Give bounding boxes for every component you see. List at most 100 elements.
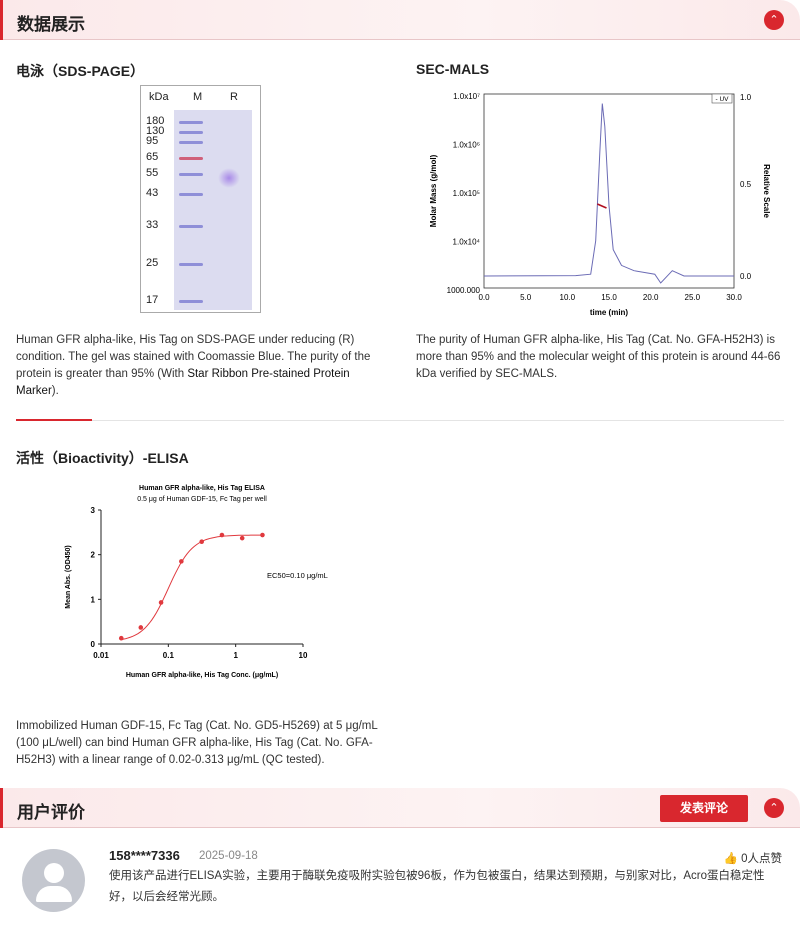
- y-axis-label: Mean Abs. (OD450): [65, 545, 72, 609]
- x-tick-label: 0.1: [163, 651, 175, 660]
- gel-area: [174, 110, 252, 310]
- marker-band: [179, 121, 203, 124]
- x-tick-label: 10: [299, 651, 308, 660]
- review-text: 使用该产品进行ELISA实验，主要用于酶联免疫吸附实验包被96板，作为包被蛋白，…: [109, 870, 765, 903]
- accent-bar: [0, 788, 3, 828]
- y2-tick-label: 0.0: [740, 272, 752, 281]
- y-tick-label: 1.0x10⁴: [453, 238, 481, 247]
- sds-gel-image: kDa M R 180 130 95 65 55 43 33 25 17: [140, 85, 261, 313]
- marker-label: 65: [146, 151, 159, 163]
- marker-label: 130: [146, 125, 165, 137]
- x-tick-label: 10.0: [560, 293, 576, 302]
- ec50-annotation: EC50=0.10 μg/mL: [267, 571, 328, 580]
- like-button[interactable]: 👍 0人点赞: [724, 850, 782, 866]
- uv-trace: [483, 103, 734, 284]
- plot-frame: [483, 93, 735, 289]
- caption-text: ).: [51, 385, 59, 397]
- marker-label: 25: [146, 257, 159, 269]
- like-count: 0人点赞: [741, 853, 782, 865]
- marker-band: [179, 225, 203, 228]
- legend-label: - UV: [716, 96, 730, 103]
- marker-band: [179, 157, 203, 160]
- data-point: [158, 600, 164, 605]
- x-tick-label: 15.0: [601, 293, 617, 302]
- y-axis-label: Molar Mass (g/mol): [429, 154, 438, 227]
- y-tick-label: 1000.000: [447, 286, 481, 295]
- divider-accent: [16, 419, 92, 421]
- review-user: 158****7336: [109, 848, 180, 863]
- y-tick-label: 0: [91, 640, 96, 649]
- sec-caption: The purity of Human GFR alpha-like, His …: [416, 334, 781, 380]
- marker-label: 55: [146, 167, 159, 179]
- section-title: 数据展示: [17, 15, 85, 34]
- marker-band: [179, 263, 203, 266]
- y2-axis-label: Relative Scale: [762, 164, 771, 218]
- data-point: [260, 532, 265, 538]
- marker-band: [179, 141, 203, 144]
- molar-mass-trace: [597, 203, 607, 209]
- avatar-body: [36, 886, 72, 902]
- avatar: [22, 849, 85, 912]
- y2-tick-label: 1.0: [740, 93, 752, 102]
- reviews-title: 用户评价: [17, 803, 85, 822]
- accent-bar: [0, 0, 3, 40]
- y-tick-label: 3: [91, 506, 96, 515]
- elisa-chart: Human GFR alpha-like, His Tag ELISA 0.5 μ…: [65, 485, 328, 679]
- lane-label: R: [230, 91, 238, 103]
- data-point: [199, 539, 204, 545]
- elisa-heading: 活性（Bioactivity）-ELISA: [16, 450, 189, 466]
- chart-subtitle: 0.5 μg of Human GDF-15, Fc Tag per well: [137, 496, 267, 503]
- legend-box: [711, 93, 733, 104]
- x-tick-label: 30.0: [726, 293, 742, 302]
- data-section-header: 数据展示 ⌃: [0, 0, 800, 40]
- marker-label: 17: [146, 294, 159, 306]
- y-tick-label: 1.0x10⁵: [453, 189, 480, 198]
- x-axis-label: Human GFR alpha-like, His Tag Conc. (μg/…: [126, 672, 278, 679]
- review-date: 2025-09-18: [199, 850, 258, 862]
- x-axis-label: time (min): [590, 308, 629, 317]
- sec-title: SEC-MALS: [416, 61, 490, 77]
- marker-band: [179, 193, 203, 196]
- sample-band: [218, 168, 240, 188]
- elisa-caption: Immobilized Human GDF-15, Fc Tag (Cat. N…: [16, 720, 378, 766]
- sds-caption: Human GFR alpha-like, His Tag on SDS-PAG…: [16, 332, 376, 400]
- collapse-chevron-icon[interactable]: ⌃: [764, 10, 784, 30]
- y-tick-label: 1.0x10⁶: [453, 141, 480, 150]
- data-point: [219, 532, 225, 538]
- data-point: [179, 559, 184, 564]
- lane-label: M: [193, 91, 203, 103]
- marker-band: [179, 131, 203, 134]
- x-tick-label: 0.0: [478, 293, 490, 302]
- chart-title: Human GFR alpha-like, His Tag ELISA: [139, 485, 265, 492]
- y-tick-label: 2: [91, 551, 96, 560]
- marker-label: 33: [146, 219, 159, 231]
- caption-text: Human GFR alpha-like, His Tag on SDS-PAG…: [16, 334, 371, 380]
- data-point: [138, 625, 144, 630]
- marker-label: 180: [146, 115, 165, 127]
- data-point: [239, 535, 245, 541]
- sds-title: 电泳（SDS-PAGE）: [16, 63, 145, 79]
- marker-link[interactable]: Star Ribbon Pre-stained Protein Marker: [16, 368, 350, 397]
- marker-label: 95: [146, 135, 159, 147]
- divider: [16, 420, 784, 421]
- x-tick-label: 5.0: [520, 293, 532, 302]
- thumbs-up-icon: 👍: [723, 853, 738, 865]
- post-review-button[interactable]: 发表评论: [660, 795, 748, 822]
- reviews-header: 用户评价 发表评论 ⌃: [0, 788, 800, 828]
- marker-band: [179, 300, 203, 303]
- x-tick-label: 0.01: [93, 651, 109, 660]
- y-tick-label: 1.0x10⁷: [453, 92, 480, 101]
- x-tick-label: 25.0: [685, 293, 701, 302]
- collapse-chevron-icon[interactable]: ⌃: [764, 798, 784, 818]
- x-tick-label: 20.0: [643, 293, 659, 302]
- lane-label: kDa: [149, 91, 169, 103]
- x-tick-label: 1: [233, 651, 238, 660]
- marker-band: [179, 173, 203, 176]
- y2-tick-label: 0.5: [740, 180, 752, 189]
- avatar-head: [44, 863, 64, 883]
- fit-curve: [121, 534, 263, 641]
- marker-label: 43: [146, 187, 159, 199]
- data-point: [118, 635, 124, 641]
- y-tick-label: 1: [91, 595, 96, 604]
- sec-mals-chart: 1.0x10⁷ 1.0x10⁶ 1.0x10⁵ 1.0x10⁴ 1000.000 1.0 0…: [429, 92, 771, 317]
